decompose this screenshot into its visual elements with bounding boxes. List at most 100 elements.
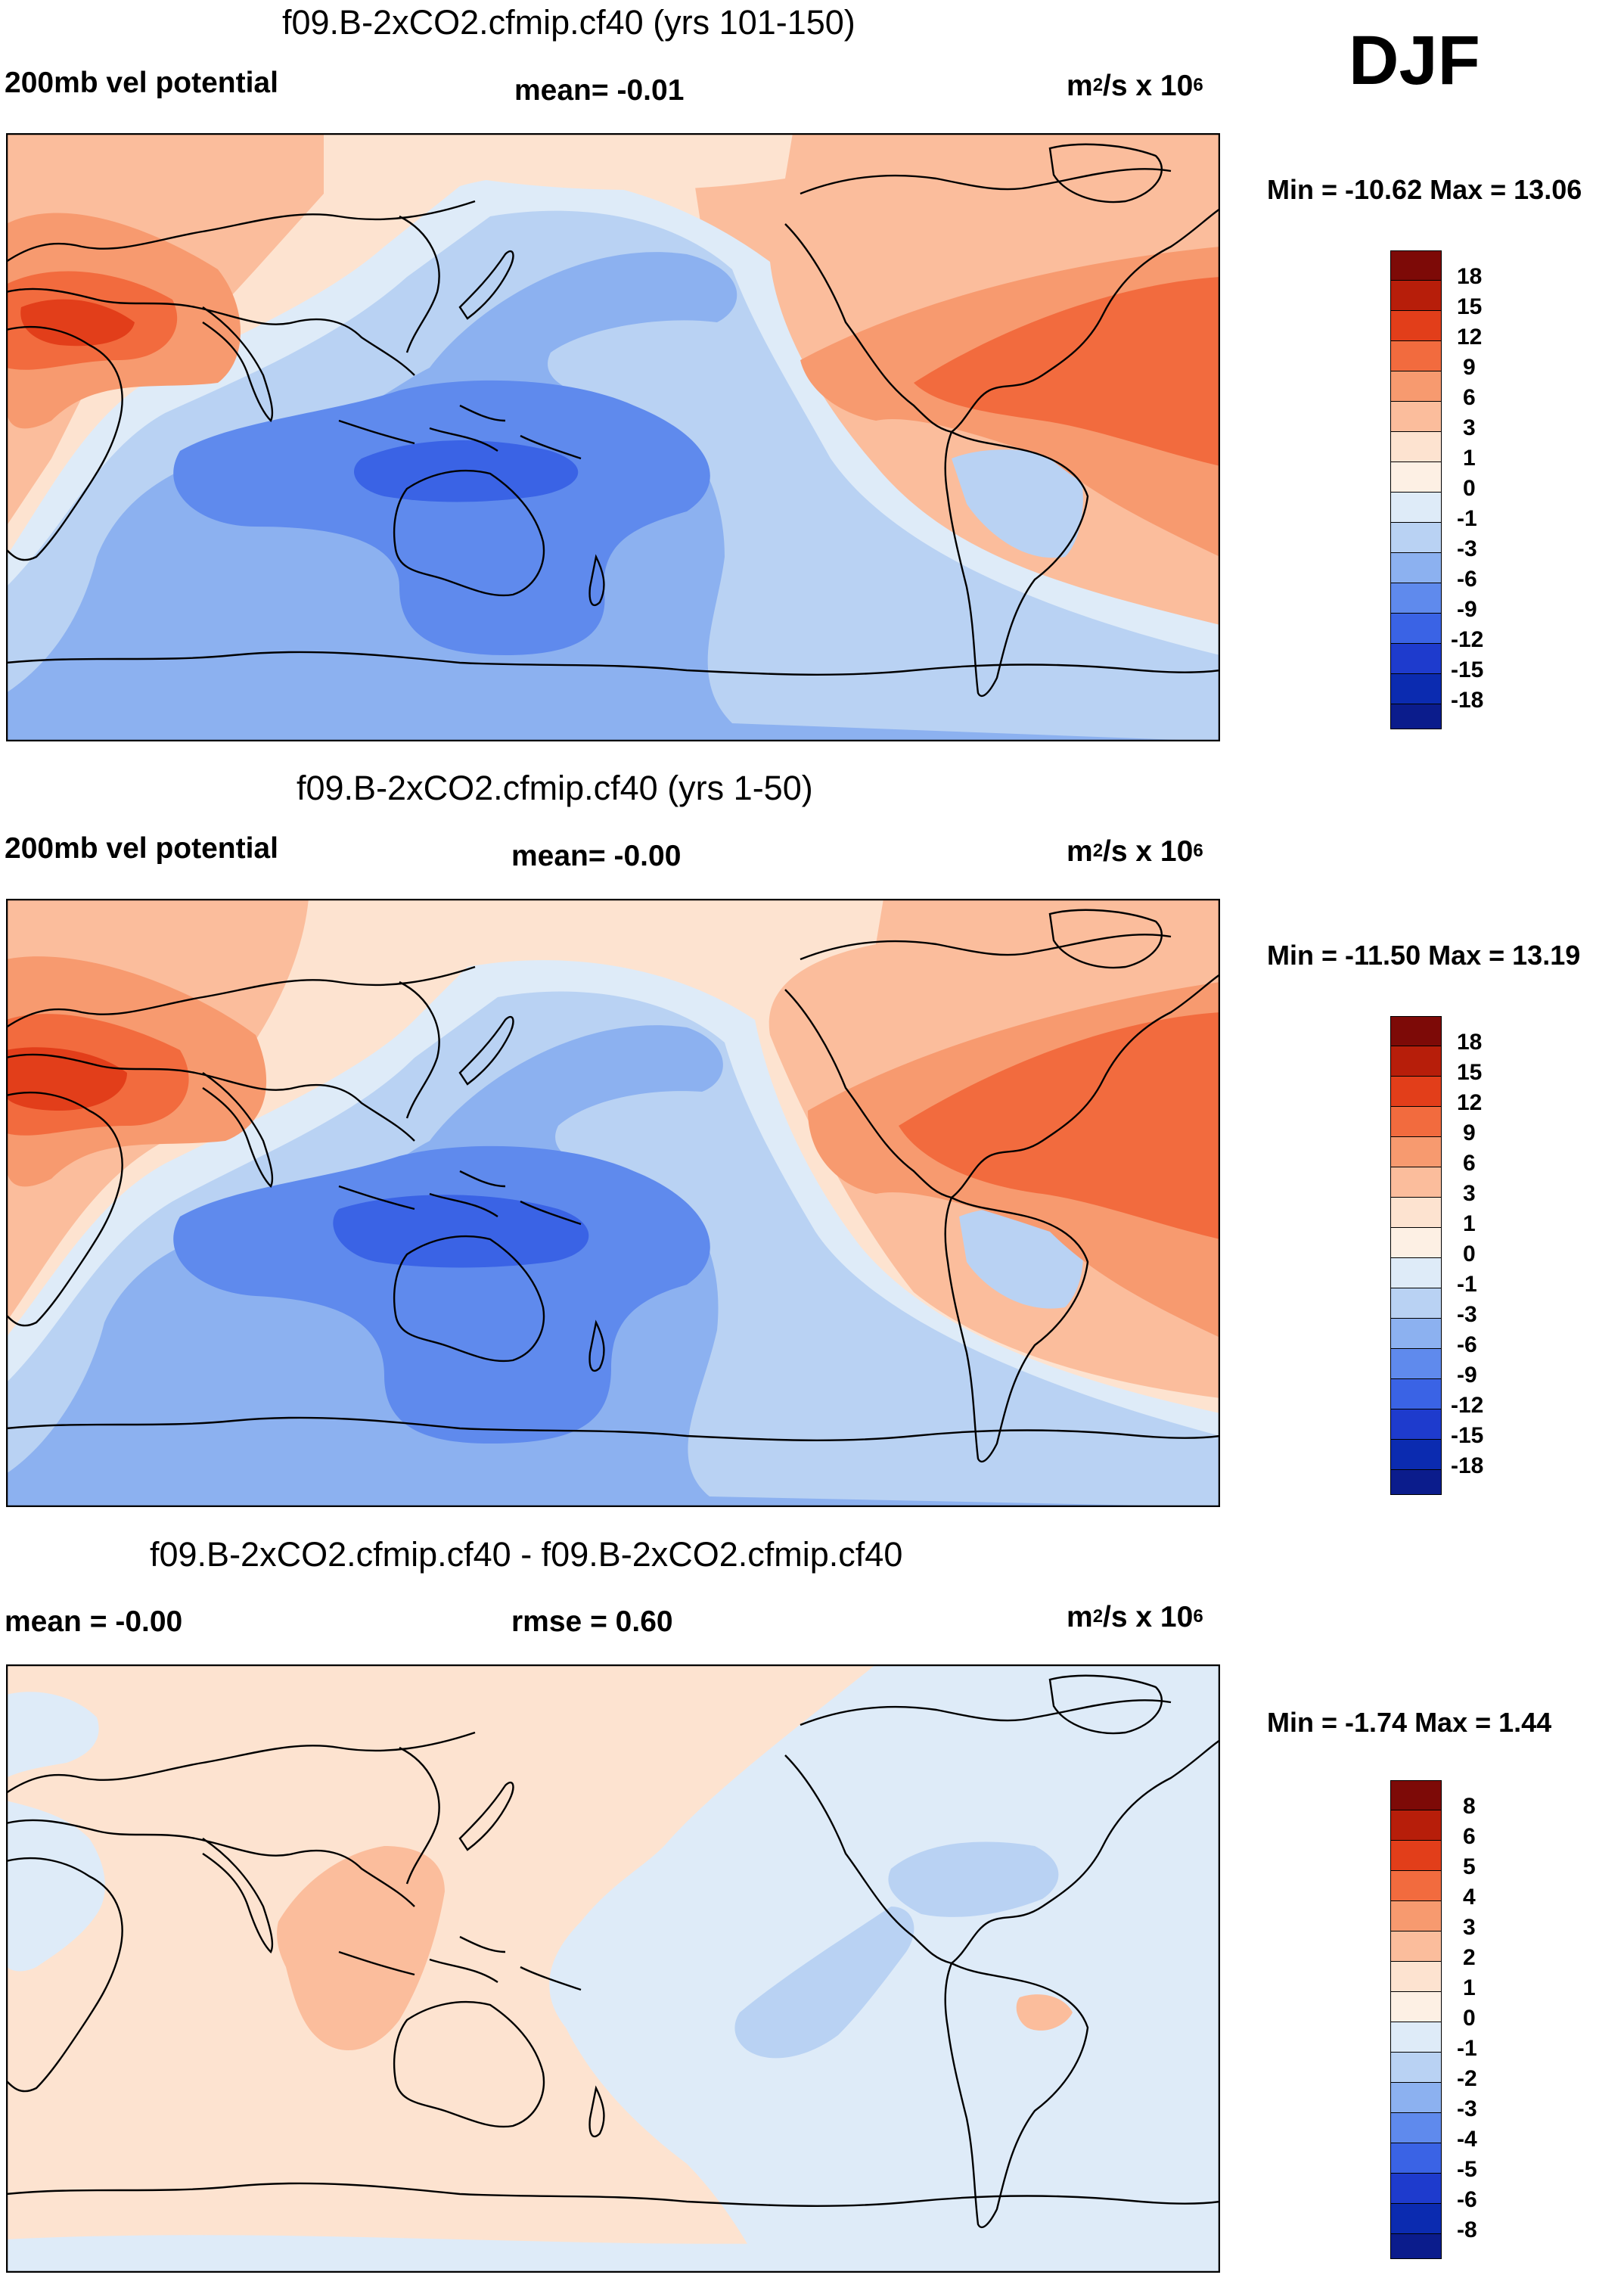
panel2-colorbar-label: -12	[1451, 1393, 1484, 1418]
panel3-rmse-label: rmse = 0.60	[511, 1605, 673, 1638]
panel1-colorbar-label: -15	[1451, 657, 1484, 682]
panel1-contour-pos1-arctic	[331, 133, 793, 190]
panel3-contour-neg2-caribbean	[888, 1841, 1059, 1917]
panel3-colorbar-label: 2	[1463, 1945, 1476, 1970]
panel2-coastline-eurasia	[6, 965, 476, 1142]
panel2-coastline-north-america	[784, 934, 1220, 1199]
panel3-coastline-south-america	[944, 1962, 1089, 2229]
panel2-title: f09.B-2xCO2.cfmip.cf40 (yrs 1-50)	[297, 769, 813, 807]
panel2-contour-pos9-atlantic	[899, 1012, 1220, 1239]
panel3-colorbar-label: -3	[1457, 2096, 1477, 2121]
panel3-colorbar-swatch	[1390, 2204, 1442, 2234]
panel3-contour-neg1-arctic	[952, 1664, 1220, 1710]
panel1-coastline-japan	[458, 250, 514, 320]
panel3-coastline-indonesia	[338, 1935, 582, 1991]
panel1-coastline-africa	[6, 325, 123, 561]
panel1-colorbar-label: -12	[1451, 627, 1484, 652]
panel2-mean-label: mean= -0.00	[511, 840, 682, 872]
panel1-colorbar-swatch	[1390, 250, 1442, 281]
panel1-contour-neg9	[173, 380, 710, 655]
panel3-colorbar-swatch	[1390, 1780, 1442, 1810]
panel2-colorbar-label: -3	[1457, 1302, 1477, 1327]
panel1-coastline-australia	[393, 469, 545, 597]
panel1-colorbar-label: -18	[1451, 688, 1484, 713]
panel2-colorbar-swatch	[1390, 1228, 1442, 1258]
panel2-colorbar-label: 18	[1457, 1030, 1483, 1055]
panel2-variable-label: 200mb vel potential	[5, 832, 278, 865]
panel1-colorbar-swatch	[1390, 371, 1442, 402]
panel1-colorbar-swatch	[1390, 523, 1442, 553]
panel1-colorbar-label: 18	[1457, 264, 1483, 289]
panel1-colorbar-label: 3	[1463, 415, 1476, 440]
panel2-coastline-japan	[458, 1015, 514, 1086]
panel3-units-label: m2/s x 106	[1067, 1601, 1203, 1633]
panel2-colorbar-swatch	[1390, 1409, 1442, 1440]
panel2-colorbar-swatch	[1390, 1198, 1442, 1228]
panel3-mean-label: mean = -0.00	[5, 1605, 183, 1638]
panel2-colorbar-label: 3	[1463, 1181, 1476, 1206]
panel3-map	[6, 1664, 1220, 2273]
panel2-contour-pos12-africa	[6, 1047, 127, 1111]
panel1-title: f09.B-2xCO2.cfmip.cf40 (yrs 101-150)	[282, 3, 855, 42]
panel2-colorbar-swatch	[1390, 1077, 1442, 1107]
panel2-colorbar-label: 12	[1457, 1090, 1483, 1115]
panel1-contour-pos9-atlantic	[914, 277, 1220, 466]
panel3-colorbar-label: 1	[1463, 1975, 1476, 2000]
panel3-colorbar-swatch	[1390, 2113, 1442, 2143]
panel1-colorbar-label: 12	[1457, 325, 1483, 350]
panel1-coastline-newzealand	[588, 554, 605, 607]
panel3-colorbar-swatch	[1390, 2083, 1442, 2113]
panel1-colorbar-swatch	[1390, 583, 1442, 614]
panel3-colorbar-label: 5	[1463, 1854, 1476, 1879]
panel2-colorbar-swatch	[1390, 1440, 1442, 1470]
panel3-contour-pos1-brazil	[1016, 1994, 1073, 2031]
panel3-colorbar-swatch	[1390, 2053, 1442, 2083]
panel3-colorbar-label: -2	[1457, 2066, 1477, 2091]
panel2-coastline-greenland	[1048, 909, 1163, 969]
panel1-colorbar-label: 1	[1463, 446, 1476, 471]
panel3-colorbar-swatch	[1390, 1931, 1442, 1962]
panel1-minmax-label: Min = -10.62 Max = 13.06	[1267, 174, 1582, 205]
panel2-colorbar-swatch	[1390, 1137, 1442, 1167]
panel3-coastline-antarctica	[6, 2182, 1220, 2207]
panel3-coastline-eurasia	[6, 1731, 476, 1907]
panel2-colorbar-label: -18	[1451, 1453, 1484, 1478]
panel1-colorbar-swatch	[1390, 341, 1442, 371]
panel3-colorbar-swatch	[1390, 1871, 1442, 1901]
panel3-coastline-japan	[458, 1781, 514, 1851]
panel2-minmax-label: Min = -11.50 Max = 13.19	[1267, 940, 1581, 971]
panel2-colorbar-swatch	[1390, 1349, 1442, 1379]
panel2-colorbar-swatch	[1390, 1016, 1442, 1046]
panel2-coastline-india	[202, 1072, 274, 1189]
panel3-colorbar-label: 6	[1463, 1824, 1476, 1849]
panel2-colorbar-swatch	[1390, 1470, 1442, 1495]
panel2-map-frame	[6, 899, 1220, 1507]
panel3-contour-neg2-pacific	[734, 1907, 914, 2059]
panel1-colorbar-swatch	[1390, 614, 1442, 644]
panel1-map	[6, 133, 1220, 741]
panel1-colorbar-swatch	[1390, 311, 1442, 341]
panel3-colorbar-label: -5	[1457, 2157, 1477, 2182]
panel3-colorbar-swatch	[1390, 1841, 1442, 1871]
panel1-colorbar-swatch	[1390, 462, 1442, 493]
panel3-colorbar-label: -4	[1457, 2127, 1477, 2152]
panel1-colorbar-swatch	[1390, 553, 1442, 583]
panel2-coastline-africa	[6, 1091, 123, 1327]
panel1-contour-pos12-africa	[20, 299, 135, 347]
panel2-colorbar-label: 9	[1463, 1120, 1476, 1145]
panel1-colorbar-swatch	[1390, 644, 1442, 674]
panel3-colorbar-swatch	[1390, 2143, 1442, 2174]
panel2-colorbar-swatch	[1390, 1288, 1442, 1319]
panel1-colorbar-swatch	[1390, 432, 1442, 462]
panel1-colorbar	[1390, 250, 1442, 729]
panel3-colorbar-swatch	[1390, 1901, 1442, 1931]
panel3-contour-neg1-south	[6, 2235, 1220, 2273]
panel3-contour-neg1-africa	[6, 1801, 105, 1972]
panel2-colorbar-swatch	[1390, 1167, 1442, 1198]
panel1-coastline-north-america	[784, 168, 1220, 434]
panel1-coastline-india	[202, 306, 274, 423]
panel3-colorbar-label: -1	[1457, 2036, 1477, 2061]
panel2-coastline-south-america	[944, 1196, 1089, 1463]
season-label: DJF	[1349, 22, 1480, 99]
panel3-coastline-australia	[393, 2000, 545, 2128]
